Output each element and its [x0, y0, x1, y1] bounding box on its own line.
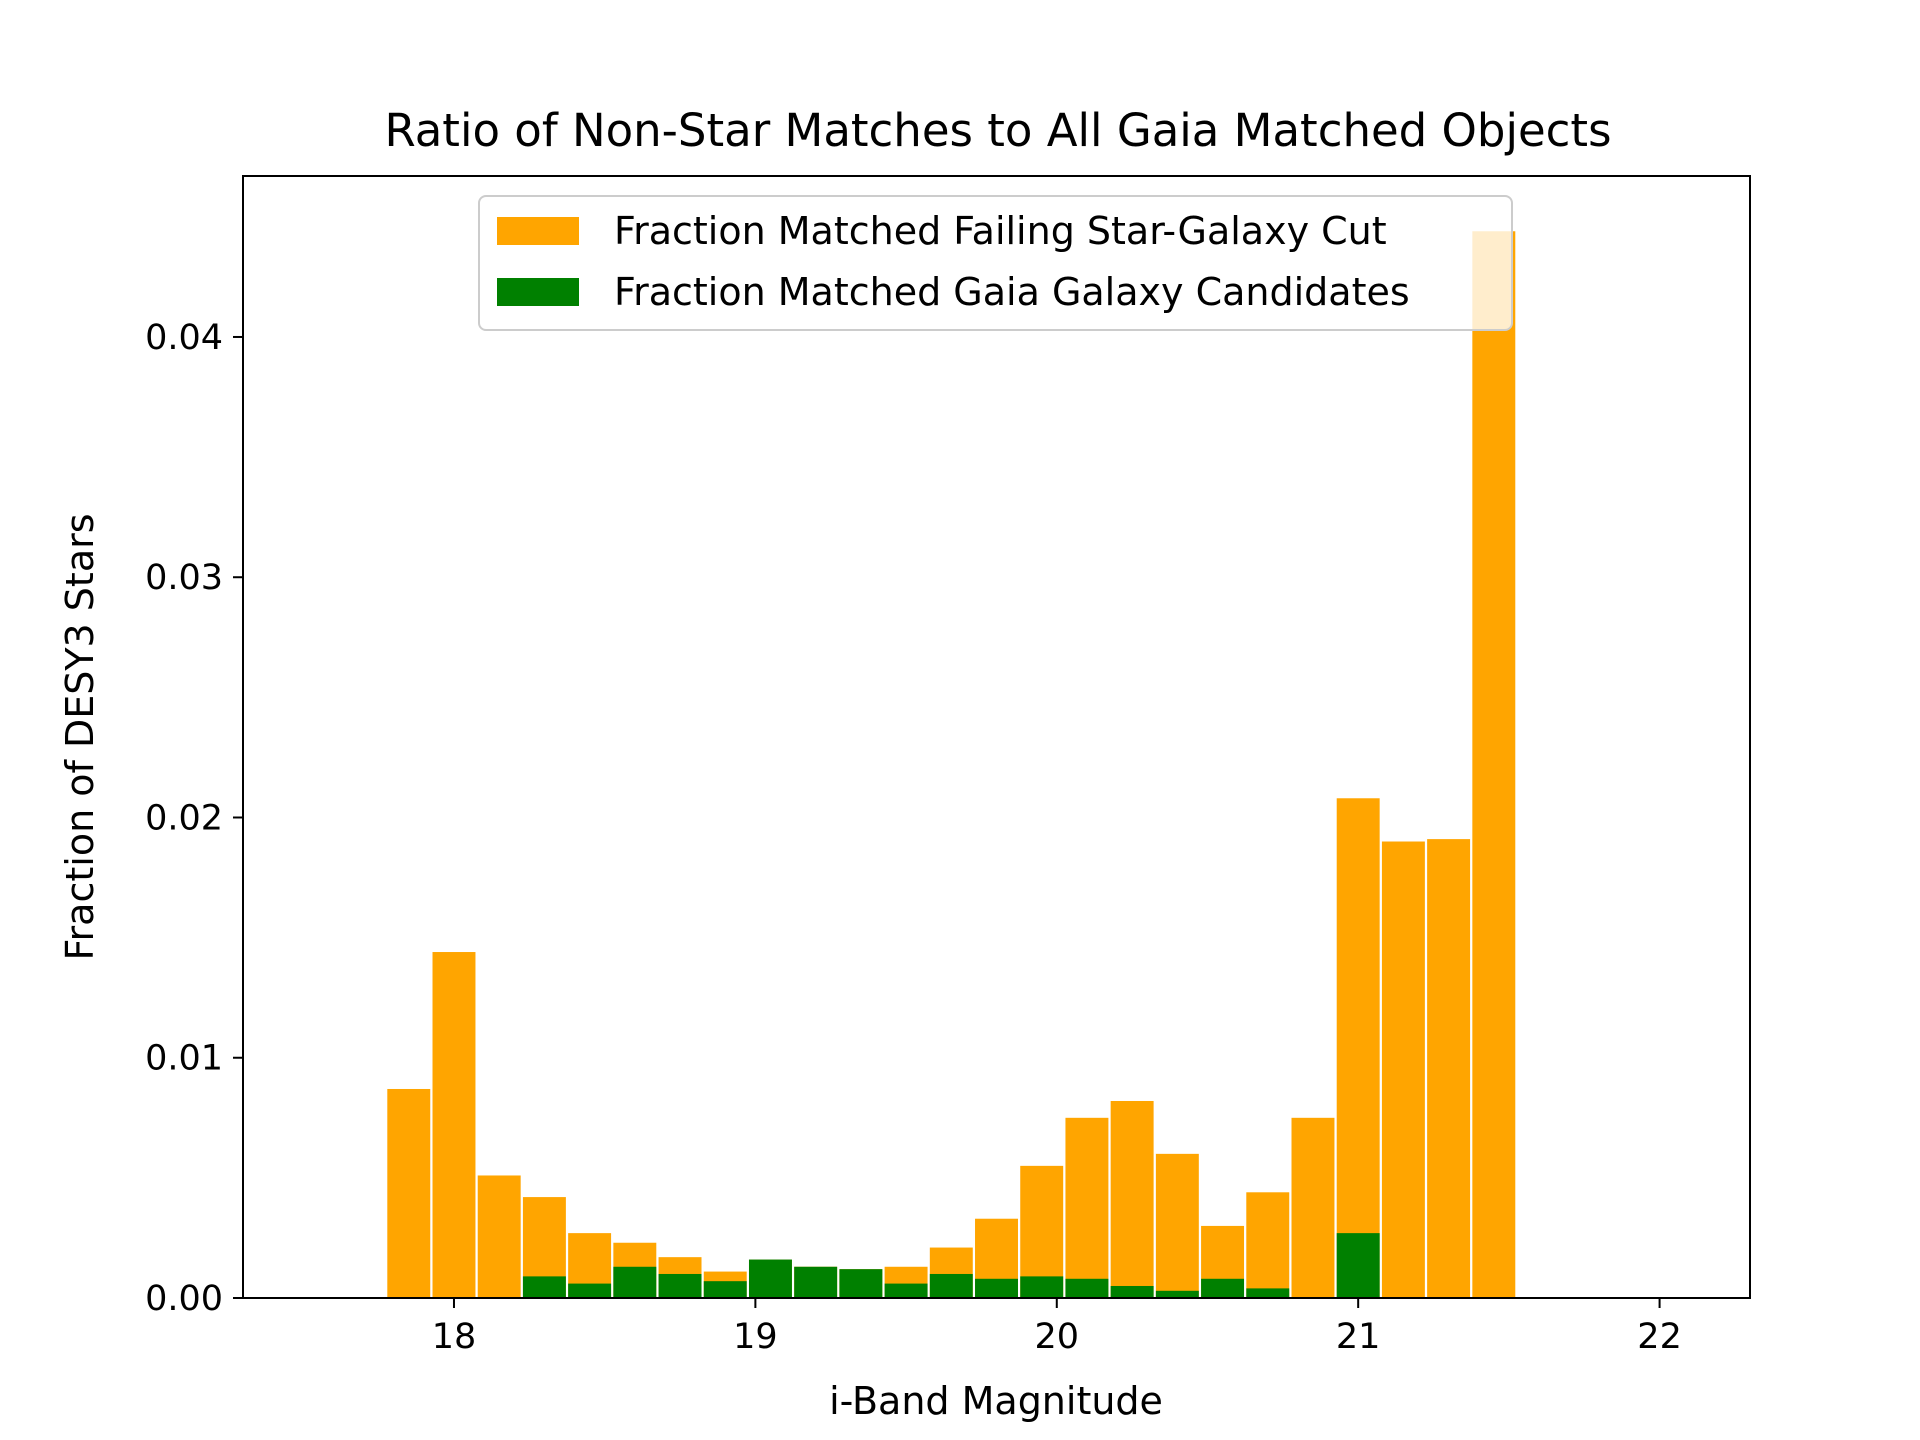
legend-label-failing-cut: Fraction Matched Failing Star-Galaxy Cut [614, 209, 1387, 253]
bar-gaia-galaxy [929, 1273, 973, 1298]
bar-gaia-galaxy [613, 1266, 657, 1298]
x-axis-label: i-Band Magnitude [829, 1379, 1163, 1423]
bar-gaia-galaxy [522, 1276, 566, 1298]
bar-gaia-galaxy [839, 1269, 883, 1298]
x-tick-label: 20 [1035, 1317, 1080, 1357]
x-tick-label: 18 [432, 1317, 477, 1357]
bar-gaia-galaxy [1201, 1278, 1245, 1298]
y-axis-label: Fraction of DESY3 Stars [58, 513, 102, 960]
bar-gaia-galaxy [1065, 1278, 1109, 1298]
bar-failing-cut [387, 1088, 431, 1298]
y-tick-label: 0.01 [145, 1039, 223, 1079]
y-axis: 0.00 0.01 0.02 0.03 0.04 [145, 318, 243, 1319]
bar-gaia-galaxy [1246, 1288, 1290, 1298]
legend-box [478, 195, 1513, 331]
y-tick-label: 0.00 [145, 1279, 223, 1319]
x-tick-label: 19 [733, 1317, 778, 1357]
bar-gaia-galaxy [703, 1281, 747, 1298]
bar-failing-cut [477, 1175, 521, 1298]
y-tick-label: 0.02 [145, 798, 223, 838]
x-tick-label: 22 [1637, 1317, 1682, 1357]
bar-failing-cut [1472, 231, 1516, 1298]
legend-swatch-failing-cut [497, 217, 579, 245]
bar-failing-cut [1381, 841, 1425, 1298]
bar-gaia-galaxy [1020, 1276, 1064, 1298]
bar-gaia-galaxy [975, 1278, 1018, 1298]
y-tick-label: 0.04 [145, 318, 223, 358]
bar-failing-cut [432, 952, 476, 1298]
x-axis: 18 19 20 21 22 [432, 1298, 1682, 1357]
bar-failing-cut [1155, 1153, 1199, 1298]
bar-gaia-galaxy [1336, 1233, 1380, 1298]
bar-failing-cut [1020, 1165, 1064, 1298]
legend: Fraction Matched Failing Star-Galaxy Cut… [478, 195, 1513, 331]
bar-gaia-galaxy [794, 1266, 838, 1298]
bar-gaia-galaxy [1155, 1290, 1199, 1298]
chart-title: Ratio of Non-Star Matches to All Gaia Ma… [384, 104, 1611, 157]
y-tick-label: 0.03 [145, 558, 223, 598]
bar-failing-cut [1336, 798, 1380, 1298]
legend-swatch-gaia-galaxy [497, 278, 579, 306]
bar-failing-cut [1110, 1100, 1154, 1298]
bar-failing-cut [1065, 1117, 1109, 1298]
bar-gaia-galaxy [1110, 1285, 1154, 1298]
bar-gaia-galaxy [884, 1283, 928, 1298]
bar-failing-cut [1246, 1192, 1290, 1298]
plot-frame [242, 175, 1751, 1299]
bar-failing-cut [1291, 1117, 1335, 1298]
bar-gaia-galaxy [658, 1273, 702, 1298]
series-gaia-galaxy-candidates [522, 1233, 1380, 1298]
x-tick-label: 21 [1336, 1317, 1381, 1357]
series-failing-star-galaxy-cut [387, 231, 1516, 1298]
legend-label-gaia-galaxy: Fraction Matched Gaia Galaxy Candidates [614, 270, 1410, 314]
bar-gaia-galaxy [748, 1259, 792, 1298]
bar-gaia-galaxy [568, 1283, 612, 1298]
bar-failing-cut [1427, 839, 1471, 1298]
